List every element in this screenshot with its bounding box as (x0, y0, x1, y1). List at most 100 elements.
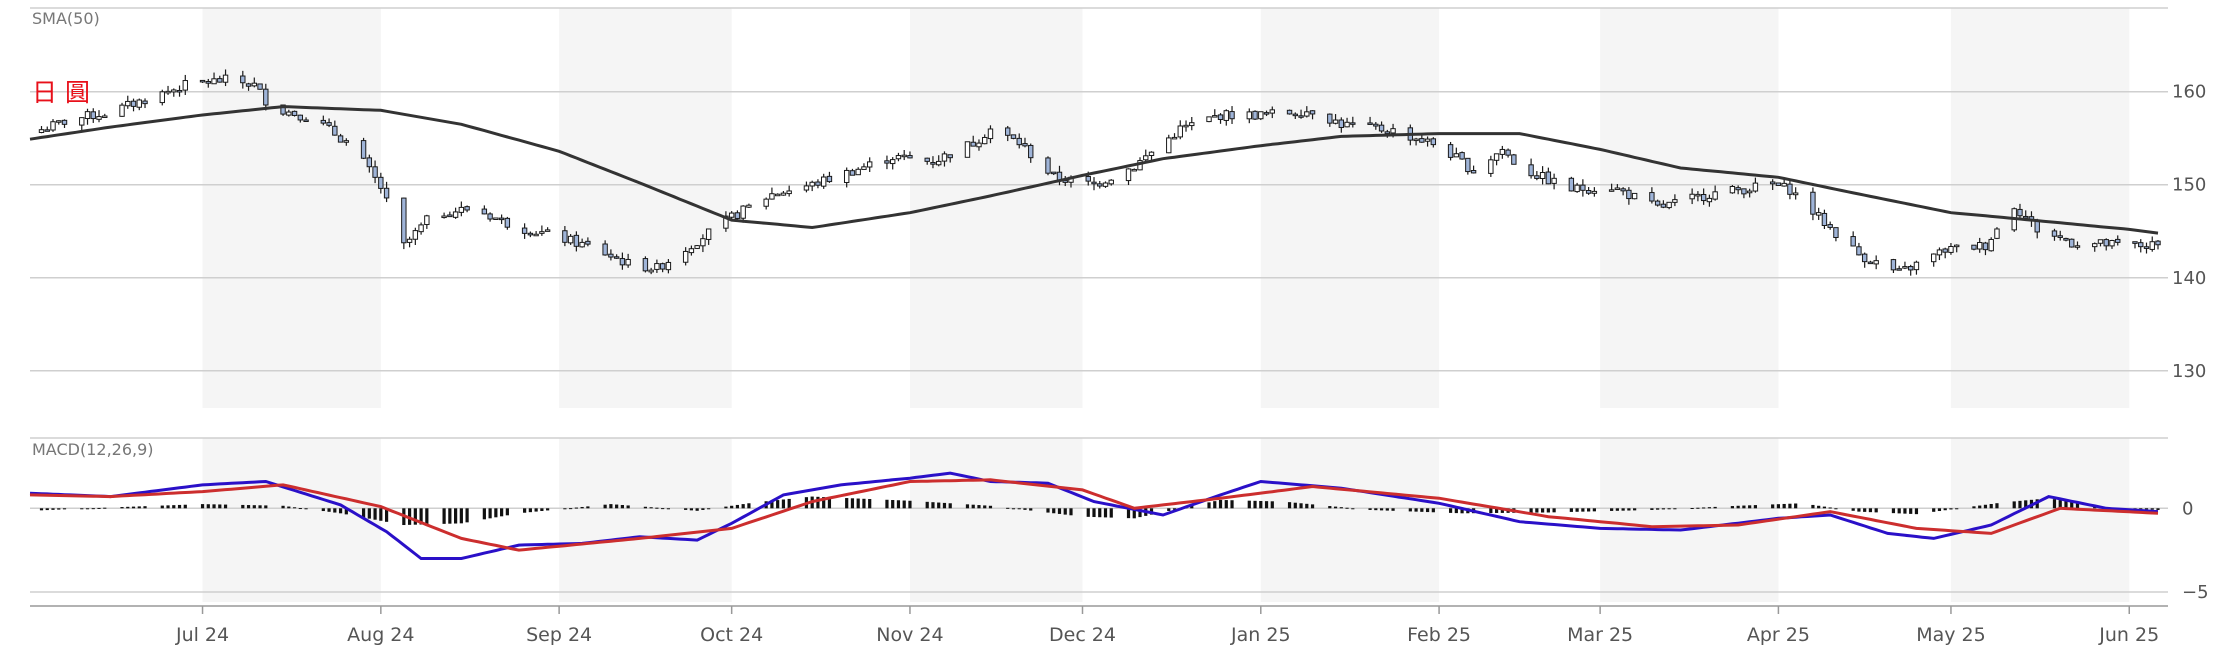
histogram-bar (2012, 501, 2016, 509)
histogram-bar (384, 508, 389, 522)
candle-body (1982, 242, 1989, 251)
histogram-bar (574, 507, 578, 509)
candle-body (2051, 230, 2058, 237)
candle-body (464, 206, 470, 211)
histogram-bar (482, 508, 486, 520)
candle-body (907, 155, 913, 159)
candle-body (803, 185, 810, 191)
candle-body (1907, 266, 1914, 271)
candle-body (56, 120, 62, 123)
histogram-bar (1063, 508, 1067, 515)
candle-body (1252, 110, 1258, 120)
candle-body (728, 212, 735, 218)
candle-body (567, 235, 574, 244)
histogram-bar (137, 506, 141, 509)
histogram-bar (1592, 508, 1596, 512)
histogram-bar (896, 500, 901, 509)
histogram-bar (172, 505, 176, 509)
candle-body (1470, 170, 1477, 174)
candle-body (263, 88, 269, 106)
histogram-bar (724, 506, 728, 509)
histogram-bar (1011, 508, 1016, 510)
histogram-bar (304, 508, 308, 510)
candle-body (573, 234, 580, 247)
candle-body (211, 78, 217, 85)
histogram-bar (1541, 508, 1545, 513)
histogram-bar (361, 508, 366, 518)
candle-body (654, 263, 660, 270)
candle-body (820, 176, 827, 187)
histogram-bar (1109, 508, 1113, 518)
histogram-bar (781, 499, 786, 509)
histogram-bar (1218, 499, 1223, 509)
histogram-bar (741, 504, 745, 509)
price-month-band (559, 8, 732, 408)
candle-body (96, 116, 102, 120)
candle-body (1614, 187, 1621, 190)
candle-body (947, 154, 953, 159)
histogram-bar (281, 505, 285, 509)
candle-body (1712, 191, 1718, 200)
histogram-bar (91, 508, 95, 510)
instrument-label: 日 圓 (32, 78, 90, 107)
histogram-bar (902, 500, 906, 509)
histogram-bar (1610, 508, 1614, 511)
histogram-bar (1098, 508, 1102, 518)
candle-body (1258, 111, 1264, 120)
candle-body (1631, 192, 1638, 200)
candle-body (1125, 168, 1132, 182)
histogram-bar (1069, 508, 1073, 516)
histogram-bar (684, 508, 688, 510)
candle-body (481, 208, 488, 215)
histogram-bar (1782, 503, 1786, 509)
histogram-bar (1650, 508, 1654, 510)
candle-body (487, 213, 493, 220)
histogram-bar (223, 504, 228, 509)
candle-body (826, 175, 833, 183)
candle-body (125, 100, 131, 107)
candle-body (2109, 240, 2115, 247)
candle-body (1171, 136, 1178, 140)
candle-body (884, 160, 890, 164)
candle-body (763, 198, 769, 207)
histogram-bar (776, 500, 780, 509)
histogram-bar (1955, 508, 1959, 510)
candle-body (320, 119, 327, 124)
histogram-bar (258, 505, 262, 509)
histogram-bar (218, 504, 222, 509)
candle-body (1654, 200, 1661, 206)
candle-body (544, 229, 551, 232)
candle-body (171, 89, 177, 93)
candle-body (280, 104, 286, 115)
candle-body (895, 155, 902, 160)
histogram-bar (850, 498, 855, 509)
histogram-bar (1057, 508, 1062, 514)
histogram-bar (1190, 506, 1194, 509)
histogram-bar (1305, 503, 1309, 509)
candle-body (1729, 185, 1736, 194)
histogram-bar (868, 499, 872, 509)
histogram-bar (2024, 500, 2028, 509)
x-tick-label: Feb 25 (1407, 624, 1471, 646)
candle-body (1551, 177, 1557, 184)
histogram-bar (1615, 508, 1619, 511)
histogram-bar (1817, 505, 1821, 509)
candle-body (1511, 154, 1517, 165)
histogram-bar (891, 500, 895, 509)
candle-body (199, 79, 206, 83)
histogram-bar (1224, 500, 1228, 509)
candle-body (38, 129, 45, 133)
candle-body (1706, 197, 1713, 203)
histogram-bar (338, 508, 343, 514)
candle-body (1930, 253, 1937, 263)
histogram-bar (1794, 503, 1798, 509)
candle-body (861, 166, 867, 170)
histogram-bar (2052, 499, 2057, 509)
histogram-bar (1771, 504, 1775, 509)
histogram-bar (1702, 507, 1706, 509)
histogram-bar (609, 504, 613, 509)
histogram-bar (143, 506, 147, 509)
histogram-bar (1253, 500, 1257, 509)
histogram-bar (701, 508, 705, 510)
macd-month-band (909, 438, 1083, 602)
